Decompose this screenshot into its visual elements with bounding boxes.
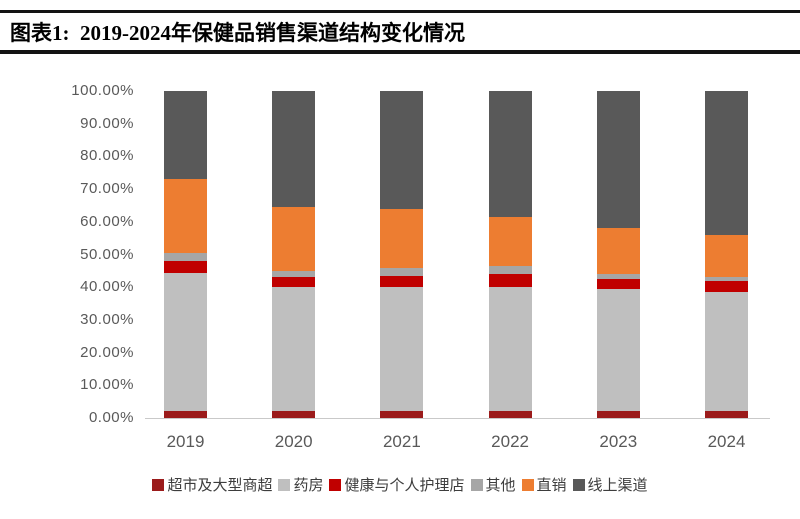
bar-segment-online-channel [596, 91, 640, 229]
legend-swatch-other [470, 478, 483, 491]
bar-segment-pharmacy [488, 287, 532, 412]
legend-label: 超市及大型商超 [167, 477, 273, 494]
legend-item-supermarket-hypermarket: 超市及大型商超 [152, 474, 272, 495]
bar-segment-health-personal-care-store [272, 277, 316, 288]
legend-item-health-personal-care-store: 健康与个人护理店 [329, 474, 465, 495]
bar-segment-pharmacy [164, 272, 207, 412]
bar-segment-health-personal-care-store [705, 280, 748, 293]
bar-segment-other [596, 274, 640, 280]
bar-segment-direct-selling [705, 234, 748, 278]
bar-segment-direct-selling [164, 179, 207, 253]
y-axis-tick-label: 0.00% [88, 409, 134, 426]
chart-legend: 超市及大型商超 药房 健康与个人护理店 其他 直销 线上渠道 [0, 474, 800, 495]
bar-segment-direct-selling [596, 228, 640, 275]
legend-swatch-health-personal-care-store [329, 478, 342, 491]
bar-segment-pharmacy [380, 287, 424, 412]
y-axis: 100.00% 90.00% 80.00% 70.00% 60.00% 50.00% 40.… [0, 82, 134, 426]
y-axis-tick-label: 40.00% [80, 278, 134, 296]
legend-swatch-pharmacy [278, 478, 291, 491]
bar-segment-health-personal-care-store [380, 275, 424, 288]
bar-segment-health-personal-care-store [596, 279, 640, 289]
bar-segment-online-channel [272, 91, 316, 208]
bar-segment-other [488, 265, 532, 275]
legend-item-direct-selling: 直销 [521, 474, 567, 495]
bar-2019 [164, 91, 207, 418]
bar-segment-other [380, 267, 424, 276]
legend-swatch-online-channel [572, 478, 585, 491]
bar-segment-other [272, 270, 316, 278]
bar-segment-supermarket-hypermarket [705, 411, 748, 418]
y-axis-tick-label: 50.00% [80, 245, 134, 263]
bar-2020 [272, 91, 316, 418]
bar-segment-direct-selling [488, 216, 532, 266]
bar-segment-online-channel [164, 91, 207, 180]
bar-2022 [488, 91, 532, 418]
bar-segment-supermarket-hypermarket [488, 411, 532, 418]
y-axis-tick-label: 20.00% [80, 343, 134, 361]
bar-segment-supermarket-hypermarket [272, 411, 316, 418]
y-axis-tick-label: 90.00% [80, 114, 134, 132]
bar-segment-online-channel [488, 91, 532, 217]
legend-item-other: 其他 [470, 474, 516, 495]
legend-label: 线上渠道 [587, 477, 648, 494]
bar-segment-health-personal-care-store [488, 274, 532, 288]
title-bottom-rule [0, 50, 800, 54]
bar-2021 [380, 91, 424, 418]
y-axis-tick-label: 30.00% [80, 310, 134, 328]
x-axis-label: 2022 [491, 432, 529, 451]
legend-item-pharmacy: 药房 [278, 474, 323, 495]
bar-segment-direct-selling [272, 207, 316, 271]
legend-label: 药房 [293, 477, 324, 494]
bar-segment-pharmacy [596, 288, 640, 412]
figure-title: 图表1: 2019-2024年保健品销售渠道结构变化情况 [10, 21, 465, 45]
legend-label: 其他 [485, 477, 516, 494]
bar-segment-supermarket-hypermarket [596, 411, 640, 418]
x-axis-label: 2024 [707, 432, 746, 451]
bar-2023 [596, 91, 640, 418]
x-axis-label: 2019 [166, 432, 205, 451]
legend-item-online-channel: 线上渠道 [572, 474, 648, 495]
title-top-rule [0, 10, 800, 13]
x-axis: 2019 2020 2021 2022 2023 2024 [0, 432, 800, 456]
legend-swatch-supermarket-hypermarket [152, 478, 165, 491]
legend-label: 健康与个人护理店 [344, 477, 465, 494]
y-axis-tick-label: 60.00% [80, 212, 134, 230]
bar-segment-supermarket-hypermarket [380, 411, 424, 418]
bar-segment-direct-selling [380, 208, 424, 268]
bar-segment-pharmacy [705, 292, 748, 412]
bar-segment-supermarket-hypermarket [164, 411, 207, 418]
x-axis-label: 2023 [599, 432, 638, 451]
bar-segment-other [164, 252, 207, 262]
legend-swatch-direct-selling [521, 478, 534, 491]
bar-segment-online-channel [380, 91, 424, 209]
y-axis-tick-label: 100.00% [71, 82, 134, 99]
bar-segment-pharmacy [272, 287, 316, 412]
legend-label: 直销 [536, 477, 567, 494]
bar-2024 [705, 91, 748, 418]
plot-area [145, 91, 770, 419]
y-axis-tick-label: 70.00% [80, 180, 134, 198]
x-axis-label: 2020 [274, 432, 313, 451]
bar-segment-health-personal-care-store [164, 261, 207, 273]
x-axis-label: 2021 [382, 432, 421, 451]
bar-segment-other [705, 277, 748, 281]
y-axis-tick-label: 80.00% [80, 147, 134, 165]
bar-segment-online-channel [705, 91, 748, 235]
y-axis-tick-label: 10.00% [80, 376, 134, 394]
